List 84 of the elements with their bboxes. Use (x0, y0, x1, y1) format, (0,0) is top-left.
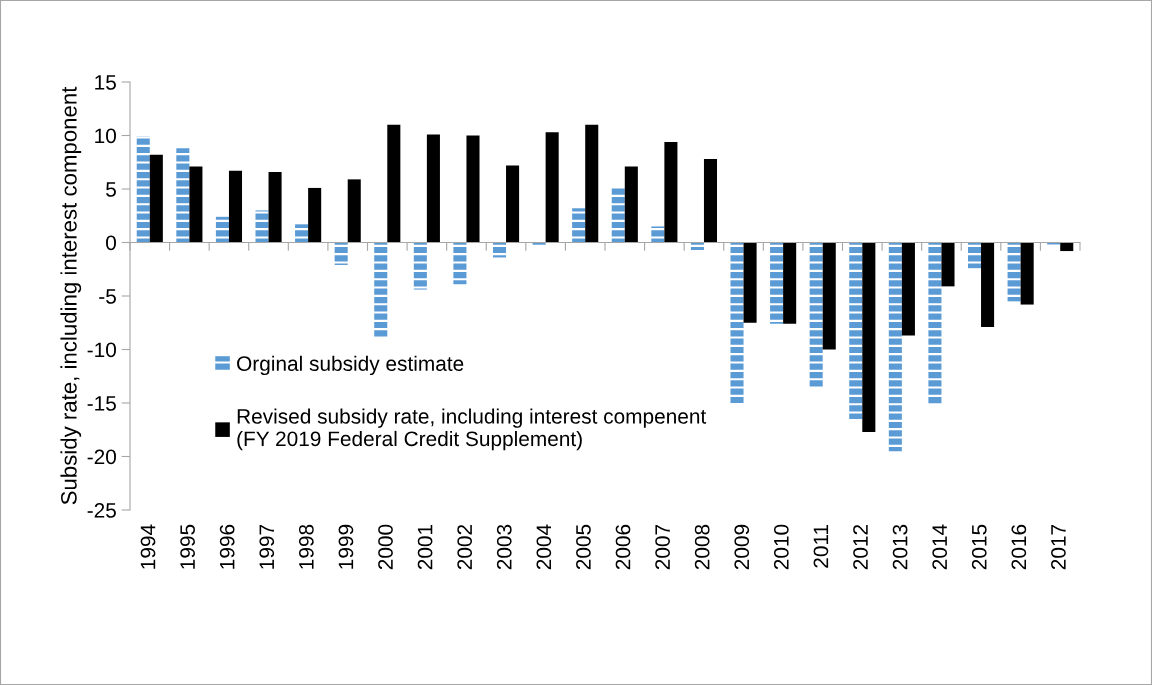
bar (888, 242, 902, 452)
bar (189, 166, 203, 243)
bar (770, 242, 784, 324)
bar (374, 242, 388, 338)
bar (149, 154, 163, 243)
bar (1007, 242, 1021, 302)
x-tick-label: 2013 (892, 524, 908, 570)
bar (967, 242, 982, 269)
bar (809, 242, 823, 389)
y-tick-label: -15 (87, 396, 116, 411)
bar (295, 224, 309, 243)
y-axis-title: Subsidy rate, including interest component (60, 86, 82, 505)
bar (506, 165, 520, 243)
bar (901, 242, 915, 336)
x-tick-label: 1998 (298, 524, 314, 569)
bar (651, 226, 665, 243)
bar (413, 242, 427, 290)
x-tick-label: 2002 (457, 524, 473, 570)
bar (334, 242, 348, 265)
y-tick-label: -5 (99, 289, 116, 304)
bar (664, 141, 678, 243)
bar (545, 132, 559, 243)
x-tick-label: 2003 (496, 524, 512, 570)
bar (1020, 242, 1034, 305)
bar (387, 124, 401, 243)
x-tick-label: 1996 (219, 524, 235, 569)
bar (928, 242, 942, 405)
x-tick-label: 2011 (813, 524, 829, 568)
x-tick-label: 2004 (536, 524, 552, 570)
y-tick-label: 10 (95, 128, 116, 144)
bar (572, 208, 586, 243)
bar (585, 124, 599, 243)
bar (730, 242, 744, 403)
x-tick-label: 2017 (1051, 524, 1066, 570)
bar (466, 135, 480, 243)
x-tick-label: 2016 (1011, 524, 1027, 570)
y-tick-label: -20 (87, 449, 116, 465)
bar (255, 210, 269, 243)
x-tick-label: 2015 (971, 524, 987, 570)
bar (1047, 242, 1061, 245)
bar (347, 179, 361, 243)
bar (215, 216, 229, 243)
bar (1060, 242, 1074, 252)
bar (228, 170, 243, 243)
bar (453, 242, 467, 285)
x-tick-label: 2009 (734, 524, 750, 570)
bar (308, 187, 322, 243)
y-tick-label: 5 (106, 182, 116, 197)
bar (822, 242, 836, 350)
x-tick-label: 2000 (378, 524, 393, 570)
x-tick-label: 1994 (140, 524, 156, 569)
y-tick-label: 0 (106, 235, 116, 251)
bar (624, 166, 638, 243)
x-tick-label: 2010 (773, 524, 789, 570)
x-tick-label: 2001 (417, 524, 433, 570)
x-tick-label: 2014 (932, 524, 948, 570)
x-tick-label: 1995 (180, 524, 195, 569)
bar (849, 242, 863, 420)
x-tick-label: 1999 (338, 524, 354, 569)
bar (703, 159, 718, 243)
y-tick-label: 15 (95, 75, 116, 90)
bar (862, 242, 876, 432)
x-tick-label: 2008 (694, 524, 710, 570)
bar (611, 187, 625, 243)
bar (176, 148, 190, 243)
bar (492, 242, 507, 258)
bar (743, 242, 757, 323)
x-tick-label: 2007 (655, 524, 670, 570)
x-tick-label: 1997 (259, 524, 275, 569)
y-tick-label: -10 (87, 342, 116, 358)
bar (690, 242, 704, 250)
x-tick-label: 2006 (615, 524, 631, 570)
bar (941, 242, 955, 287)
bar (532, 242, 546, 247)
x-tick-label: 2012 (853, 524, 868, 570)
bar (783, 242, 797, 324)
bar (981, 242, 995, 328)
bar (426, 134, 440, 243)
bar (136, 136, 150, 243)
legend-label: Revised subsidy rate, including interest compenent (FY 2019 Federal Credit Supplement) (237, 408, 707, 451)
y-tick-label: -25 (87, 503, 116, 518)
x-tick-label: 2005 (576, 524, 591, 570)
legend-label: Orginal subsidy estimate (237, 355, 464, 376)
bar (268, 171, 282, 243)
